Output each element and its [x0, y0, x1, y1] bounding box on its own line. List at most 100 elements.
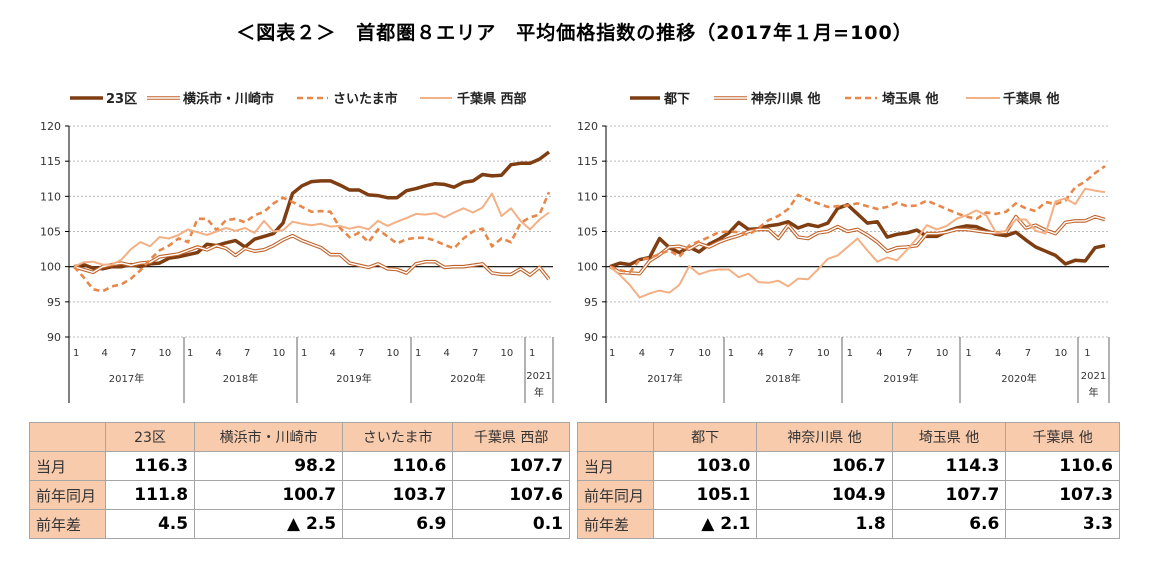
column-header: 都下 — [652, 422, 758, 452]
x-year-label: 年 — [1089, 386, 1099, 399]
value-cell: 107.7 — [452, 451, 570, 481]
value-cell: 110.6 — [1005, 451, 1120, 481]
legend-item: さいたま市 — [297, 91, 398, 107]
x-month-label: 1 — [609, 348, 615, 359]
value-cell: 107.7 — [891, 480, 1007, 510]
x-month-label: 1 — [847, 348, 853, 359]
table-header-row: 23区 横浜市・川崎市 さいたま市 千葉県 西部 — [29, 422, 570, 452]
x-year-label: 2017年 — [647, 372, 682, 385]
legend-label: 埼玉県 他 — [882, 91, 939, 107]
legend-item: 埼玉県 他 — [845, 91, 939, 107]
x-month-label: 4 — [216, 348, 222, 359]
legend-item: 神奈川県 他 — [714, 91, 821, 107]
x-month-label: 10 — [1055, 348, 1068, 359]
row-label: 前年同月 — [577, 480, 654, 510]
x-month-label: 10 — [698, 348, 711, 359]
x-month-label: 10 — [936, 348, 949, 359]
table-row: 前年同月 105.1 104.9 107.7 107.3 — [577, 480, 1120, 510]
legend-item: 横浜市・川崎市 — [147, 91, 274, 107]
series-line-light — [609, 187, 1106, 299]
value-cell: 6.6 — [891, 509, 1007, 539]
y-tick-label: 95 — [584, 296, 598, 309]
legend-label: 千葉県 他 — [1003, 91, 1060, 107]
x-month-label: 4 — [102, 348, 108, 359]
table-row: 前年差 4.5 ▲ 2.5 6.9 0.1 — [29, 509, 570, 539]
value-cell: 104.9 — [756, 480, 893, 510]
legend-label: 横浜市・川崎市 — [183, 91, 274, 107]
series-3 — [609, 187, 1106, 299]
column-header: 千葉県 他 — [1005, 422, 1120, 452]
x-month-label: 7 — [787, 348, 793, 359]
right-summary-table: 都下 神奈川県 他埼玉県 他千葉県 他当月 103.0 106.7 114.3 110.6… — [577, 422, 1120, 539]
x-month-label: 1 — [1084, 348, 1090, 359]
column-header: 23区 — [104, 422, 196, 452]
x-month-label: 7 — [244, 348, 250, 359]
x-month-label: 7 — [472, 348, 478, 359]
y-tick-label: 90 — [47, 331, 61, 344]
corner-cell — [29, 422, 106, 452]
row-label: 前年差 — [577, 509, 654, 539]
value-cell: 98.2 — [194, 451, 344, 481]
series-2 — [609, 165, 1106, 274]
column-header: 神奈川県 他 — [756, 422, 893, 452]
x-year-label: 2018年 — [223, 372, 258, 385]
value-cell: 107.3 — [1005, 480, 1120, 510]
series-0 — [73, 150, 551, 271]
figure-title: ＜図表２＞ 首都圏８エリア 平均価格指数の推移（2017年１月=100） — [236, 22, 913, 44]
value-cell: 107.6 — [452, 480, 570, 510]
x-month-label: 1 — [965, 348, 971, 359]
x-month-label: 7 — [358, 348, 364, 359]
column-header: 埼玉県 他 — [891, 422, 1007, 452]
left-summary-table: 23区 横浜市・川崎市 さいたま市 千葉県 西部 当月 116.3 98.2 110.6 107… — [29, 422, 570, 539]
column-header: 横浜市・川崎市 — [194, 422, 344, 452]
legend-item: 千葉県 他 — [966, 91, 1060, 107]
series-3 — [73, 192, 550, 268]
x-year-label: 2021 — [526, 371, 551, 382]
series-0 — [609, 203, 1106, 269]
y-tick-label: 120 — [40, 120, 61, 133]
y-tick-label: 120 — [577, 120, 598, 133]
x-year-label: 2020年 — [450, 372, 485, 385]
x-month-label: 4 — [995, 348, 1001, 359]
value-cell: 105.1 — [652, 480, 758, 510]
legend-item: 千葉県 西部 — [420, 91, 527, 107]
y-tick-label: 105 — [40, 226, 61, 239]
legend-label: 23区 — [106, 92, 137, 107]
legend-item: 23区 — [70, 92, 137, 107]
value-cell: 100.7 — [194, 480, 344, 510]
series-line-double-inner — [609, 215, 1106, 275]
y-tick-label: 100 — [40, 261, 61, 274]
x-month-label: 1 — [301, 348, 307, 359]
y-tick-label: 105 — [577, 226, 598, 239]
y-tick-label: 90 — [584, 331, 598, 344]
column-header: 千葉県 西部 — [452, 422, 570, 452]
x-month-label: 1 — [187, 348, 193, 359]
x-month-label: 1 — [415, 348, 421, 359]
x-month-label: 1 — [728, 348, 734, 359]
row-label: 当月 — [29, 451, 106, 481]
corner-cell — [577, 422, 654, 452]
x-month-label: 4 — [330, 348, 336, 359]
series-2 — [73, 191, 551, 293]
table-row: 前年同月 111.8 100.7 103.7 107.6 — [29, 480, 570, 510]
value-cell: 6.9 — [342, 509, 454, 539]
table-row: 当月 103.0 106.7 114.3 110.6 — [577, 451, 1120, 481]
table-header-row: 都下 神奈川県 他埼玉県 他千葉県 他 — [577, 422, 1120, 452]
x-year-label: 2019年 — [336, 372, 371, 385]
y-tick-label: 100 — [577, 261, 598, 274]
legend-item: 都下 — [630, 91, 690, 107]
value-cell: 3.3 — [1005, 509, 1120, 539]
value-cell: 111.8 — [104, 480, 196, 510]
value-cell: 114.3 — [891, 451, 1007, 481]
legend-label: さいたま市 — [333, 91, 398, 107]
x-year-label: 2018年 — [765, 372, 800, 385]
x-month-label: 4 — [758, 348, 764, 359]
series-line-double-inner — [73, 234, 550, 280]
table-row: 当月 116.3 98.2 110.6 107.7 — [29, 451, 570, 481]
x-month-label: 1 — [73, 348, 79, 359]
x-month-label: 7 — [668, 348, 674, 359]
legend-label: 神奈川県 他 — [751, 91, 821, 107]
x-month-label: 4 — [876, 348, 882, 359]
series-line-dark — [73, 150, 551, 271]
